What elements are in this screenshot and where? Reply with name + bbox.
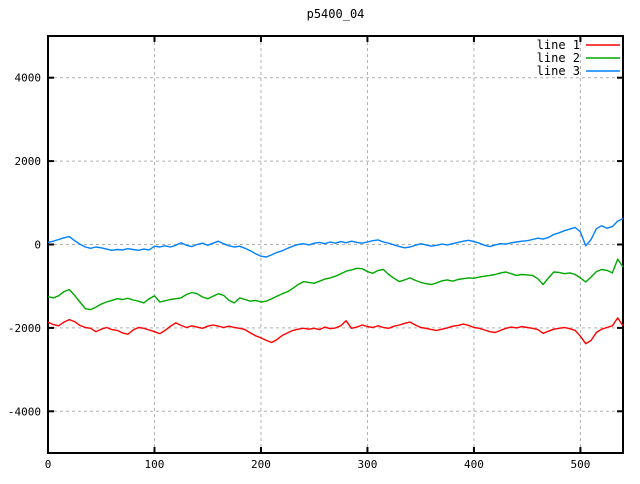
legend-label: line 2 [537,51,580,65]
y-tick-label: -2000 [8,322,41,335]
x-tick-label: 300 [358,458,378,471]
series-line-1 [47,317,624,345]
y-tick-label: 0 [34,239,41,252]
legend-label: line 1 [537,38,580,52]
series-line-2 [47,258,624,311]
x-tick-label: 200 [251,458,271,471]
x-tick-label: 0 [45,458,52,471]
y-tick-label: -4000 [8,405,41,418]
x-tick-label: 400 [464,458,484,471]
plot-border [47,35,624,454]
x-tick-label: 500 [570,458,590,471]
x-tick-label: 100 [145,458,165,471]
series-line-3 [47,217,624,258]
y-tick-label: 2000 [15,155,42,168]
y-tick-label: 4000 [15,72,42,85]
chart-title: p5400_04 [306,7,365,21]
legend-label: line 3 [537,64,580,78]
